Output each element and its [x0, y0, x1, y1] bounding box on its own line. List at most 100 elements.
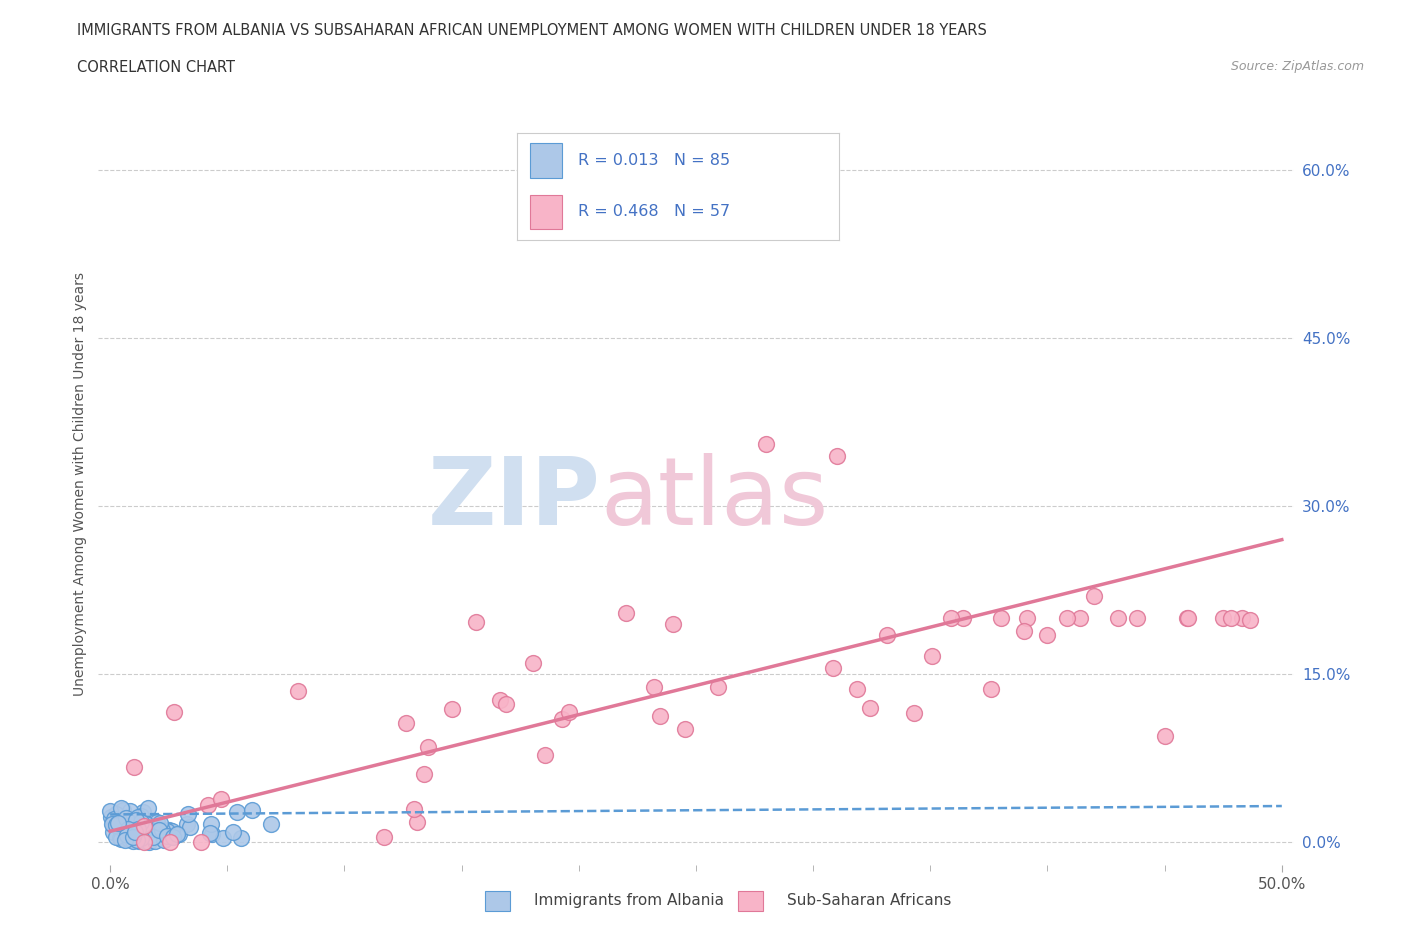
Point — [105, 818, 128, 833]
Point — [118, 804, 141, 818]
Point — [121, 818, 143, 833]
Point — [465, 615, 488, 630]
Point — [114, 832, 136, 847]
Point — [135, 817, 157, 832]
Point — [755, 437, 778, 452]
Point — [128, 829, 150, 844]
Point — [159, 835, 181, 850]
Point — [404, 802, 426, 817]
Point — [190, 835, 212, 850]
Point — [534, 748, 557, 763]
Point — [115, 825, 138, 840]
Text: CORRELATION CHART: CORRELATION CHART — [77, 60, 235, 75]
Point — [105, 830, 128, 844]
Point — [200, 827, 222, 842]
Point — [643, 679, 665, 694]
Point — [122, 829, 145, 844]
Point — [132, 823, 155, 838]
Point — [163, 829, 186, 844]
Point — [146, 823, 169, 838]
Point — [160, 823, 183, 838]
Point — [1012, 624, 1035, 639]
Point — [876, 627, 898, 642]
Point — [176, 817, 198, 831]
Point — [941, 611, 963, 626]
Point — [1036, 628, 1059, 643]
Point — [821, 660, 844, 675]
Point — [550, 711, 572, 726]
Point — [1083, 589, 1105, 604]
Point — [131, 830, 153, 845]
Point — [200, 817, 222, 831]
Point — [108, 819, 131, 834]
Point — [167, 827, 190, 842]
Point — [231, 830, 253, 845]
Point — [127, 832, 149, 847]
Point — [105, 806, 128, 821]
Point — [260, 817, 283, 831]
Point — [121, 830, 143, 844]
Point — [416, 739, 439, 754]
Point — [614, 605, 637, 620]
Point — [952, 611, 974, 626]
Point — [148, 822, 170, 837]
Point — [661, 617, 683, 631]
Point — [845, 682, 868, 697]
Point — [98, 804, 121, 818]
Point — [395, 715, 418, 730]
Point — [1015, 611, 1038, 626]
Point — [107, 816, 129, 830]
Point — [558, 705, 581, 720]
Point — [125, 819, 148, 834]
Point — [1212, 611, 1234, 626]
Point — [132, 818, 155, 833]
Point — [413, 766, 436, 781]
Text: Sub-Saharan Africans: Sub-Saharan Africans — [787, 893, 952, 908]
Point — [163, 704, 186, 719]
Point — [103, 813, 125, 828]
Point — [117, 821, 139, 836]
Point — [115, 828, 138, 843]
Point — [120, 826, 142, 841]
Point — [103, 825, 125, 840]
Point — [103, 812, 125, 827]
Point — [731, 202, 754, 217]
Point — [707, 680, 730, 695]
Point — [110, 830, 132, 845]
Y-axis label: Unemployment Among Women with Children Under 18 years: Unemployment Among Women with Children U… — [73, 272, 87, 696]
Point — [124, 821, 146, 836]
Point — [131, 809, 153, 824]
Point — [221, 824, 243, 839]
Point — [648, 709, 671, 724]
Point — [825, 448, 848, 463]
Point — [107, 813, 129, 828]
Point — [373, 830, 395, 844]
Point — [124, 826, 146, 841]
Point — [157, 822, 180, 837]
Point — [117, 831, 139, 846]
Point — [112, 803, 135, 817]
Point — [156, 824, 179, 839]
Point — [1153, 728, 1175, 743]
Point — [1107, 611, 1129, 626]
Point — [118, 827, 141, 842]
Point — [495, 697, 517, 711]
Point — [146, 815, 169, 830]
Point — [122, 827, 145, 842]
Point — [152, 833, 174, 848]
Point — [138, 835, 160, 850]
Point — [921, 649, 943, 664]
Point — [240, 803, 263, 817]
Point — [153, 831, 176, 846]
Point — [114, 814, 136, 829]
Point — [406, 815, 429, 830]
Point — [1126, 611, 1149, 626]
Point — [209, 791, 232, 806]
Point — [198, 826, 221, 841]
Point — [440, 701, 463, 716]
Point — [127, 822, 149, 837]
Point — [980, 681, 1002, 696]
Point — [179, 819, 201, 834]
Point — [522, 656, 544, 671]
Point — [124, 821, 146, 836]
